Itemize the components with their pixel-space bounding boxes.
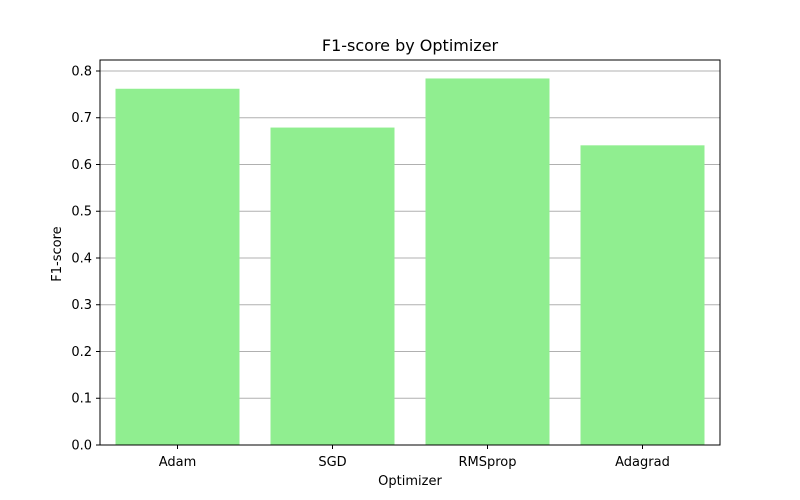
x-tick-label: SGD [318, 455, 346, 470]
y-tick-label: 0.0 [71, 439, 92, 454]
bar-adagrad [580, 145, 705, 446]
x-axis-label: Optimizer [378, 474, 442, 489]
x-tick-label: RMSprop [458, 455, 516, 470]
plot-frame [99, 59, 721, 446]
x-axis-ticks: Adam SGD RMSprop Adagrad [159, 445, 670, 470]
y-axis-label: F1-score [50, 226, 65, 281]
y-tick-label: 0.7 [71, 111, 92, 126]
bar-adam [115, 88, 240, 446]
bars [115, 78, 705, 446]
y-tick-label: 0.2 [71, 345, 92, 360]
chart-title: F1-score by Optimizer [322, 36, 499, 55]
x-tick-label: Adam [159, 455, 197, 470]
y-tick-label: 0.5 [71, 205, 92, 220]
y-tick-label: 0.8 [71, 64, 92, 79]
y-axis-ticks: 0.0 0.1 0.2 0.3 0.4 0.5 0.6 0.7 0.8 [71, 64, 100, 454]
bar-sgd [270, 127, 395, 446]
y-tick-label: 0.6 [71, 158, 92, 173]
y-tick-label: 0.1 [71, 392, 92, 407]
y-tick-label: 0.3 [71, 298, 92, 313]
x-tick-label: Adagrad [615, 455, 670, 470]
bar-rmsprop [425, 78, 550, 445]
y-tick-label: 0.4 [71, 251, 92, 266]
